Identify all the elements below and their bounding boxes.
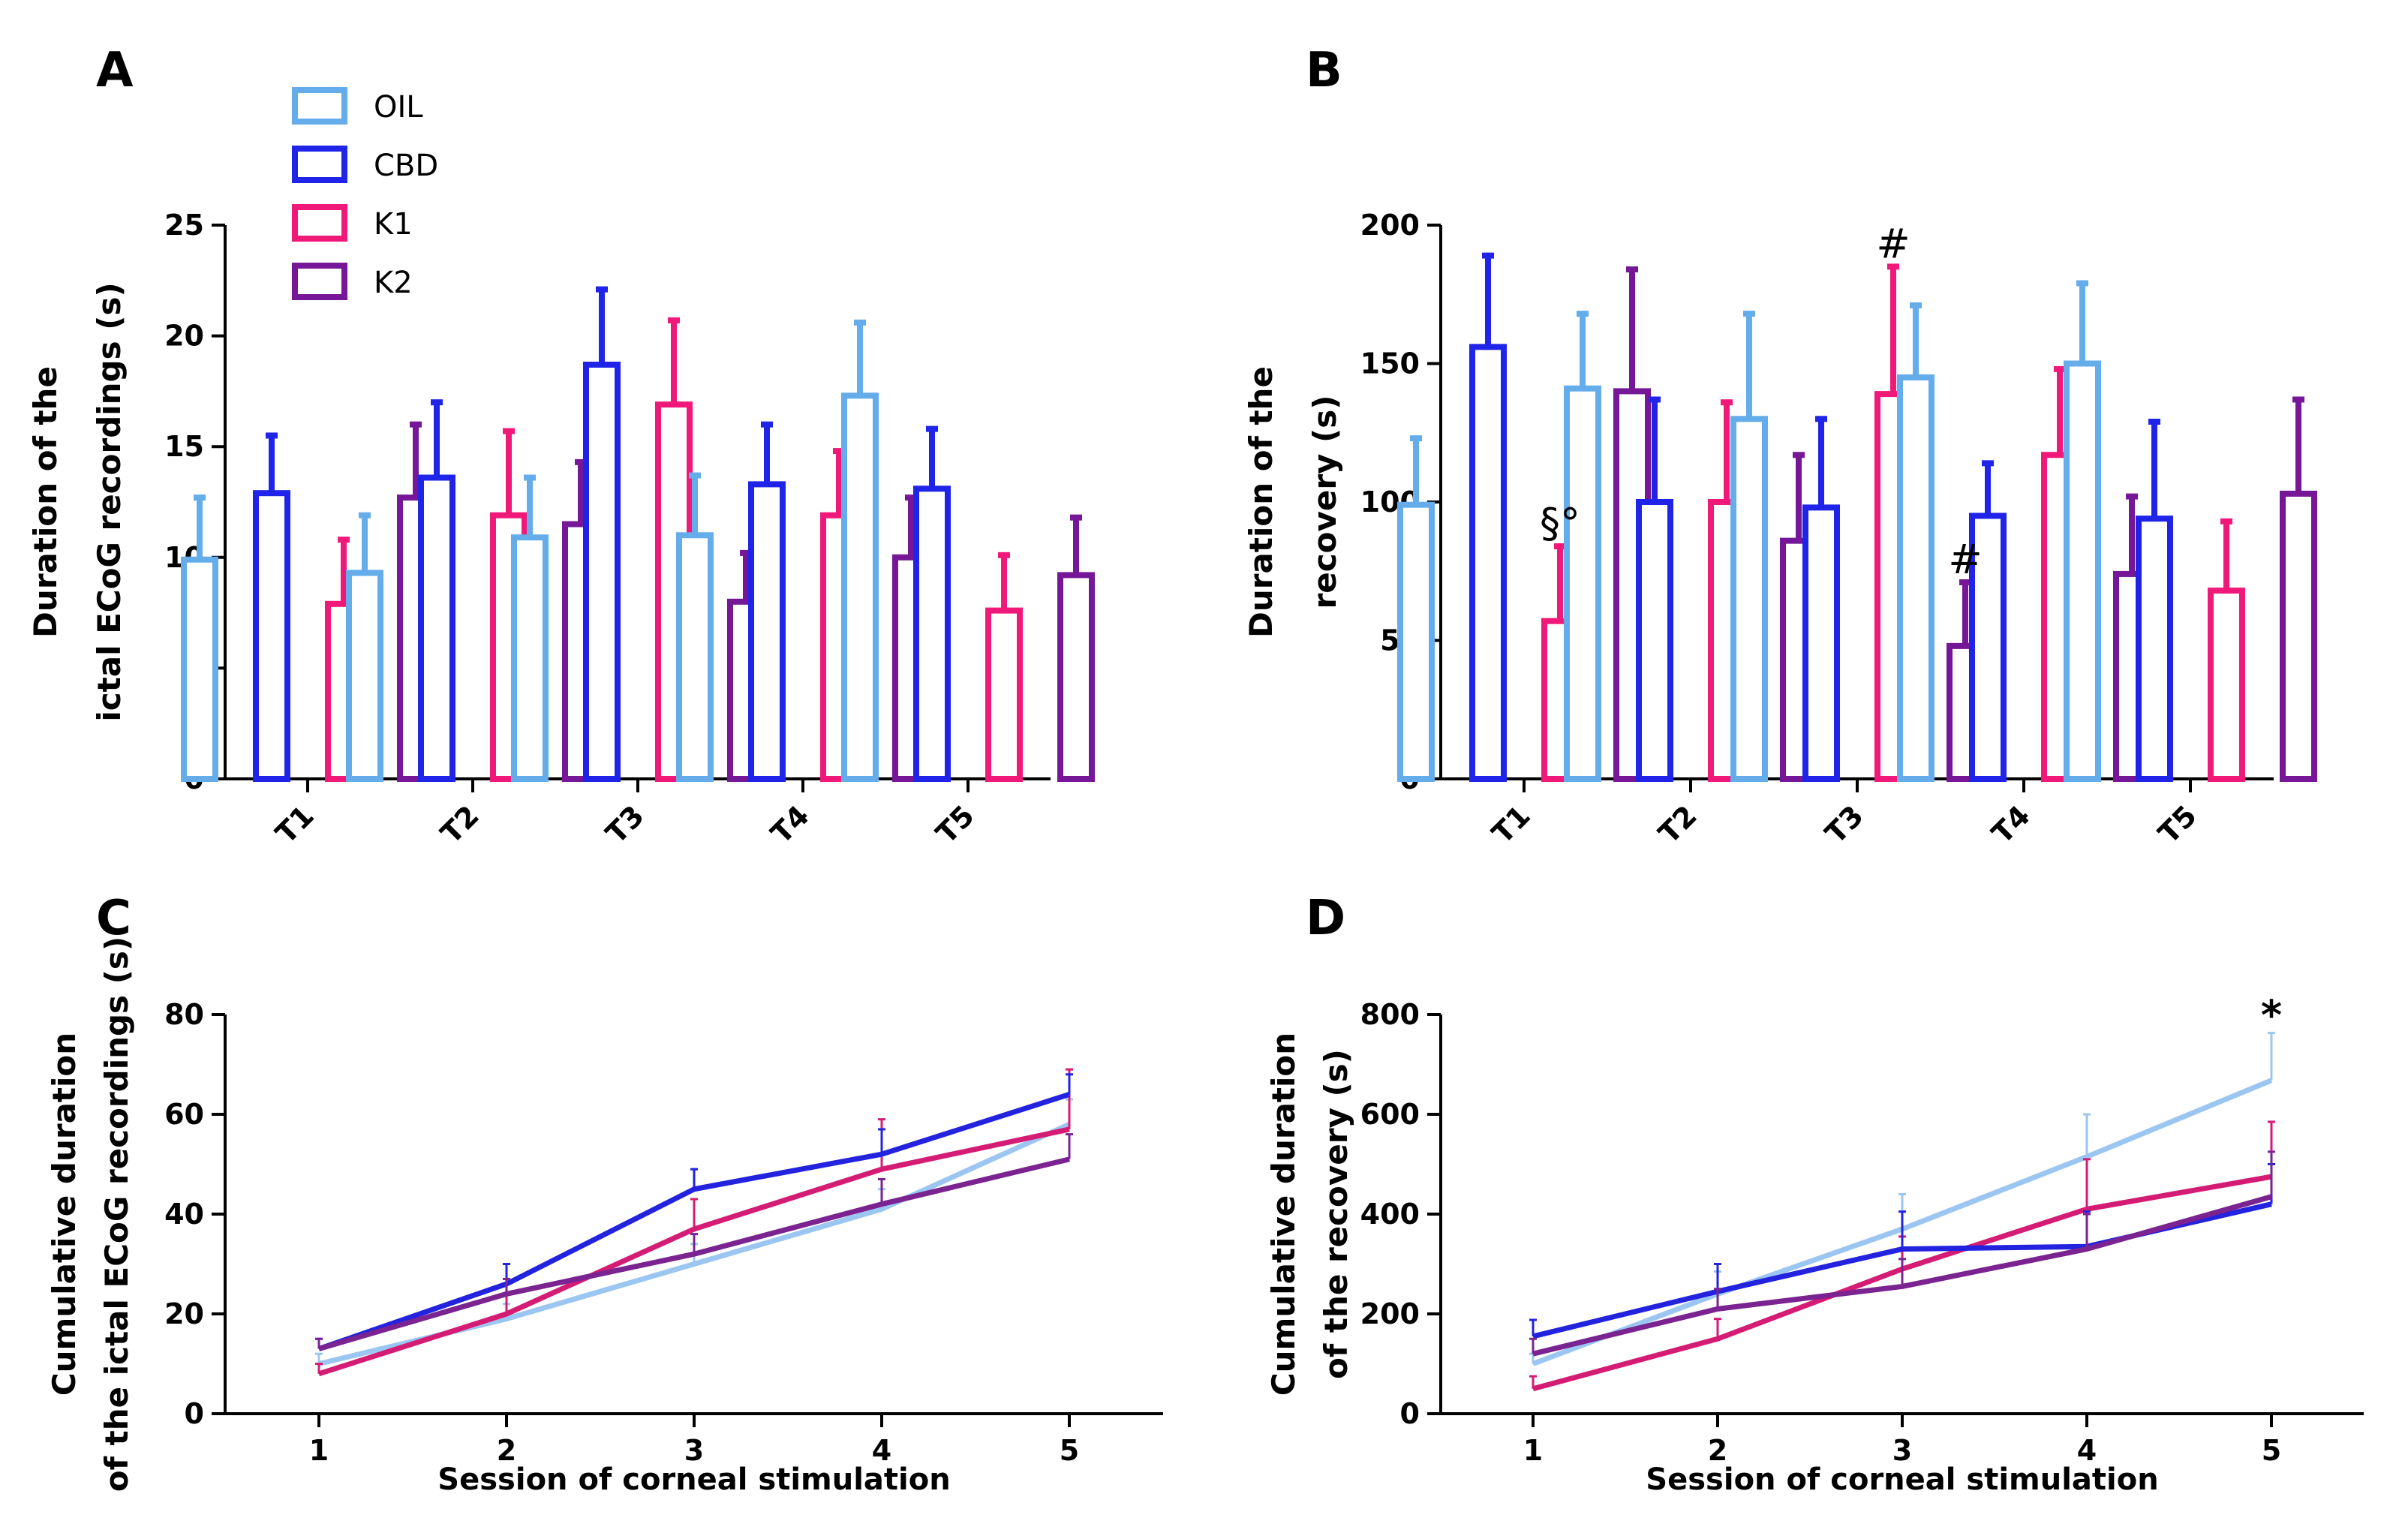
x-tick-label: 1 <box>1523 1434 1543 1467</box>
bar-oil <box>1897 374 1935 782</box>
bar-oil <box>511 534 549 782</box>
x-tick-label: T4 <box>1986 799 2037 850</box>
x-tick-label: 3 <box>684 1434 704 1467</box>
bar-oil <box>2064 360 2101 782</box>
series-line-k2 <box>1532 1194 2272 1357</box>
legend-label: K2 <box>374 266 413 300</box>
bar-oil <box>841 392 879 783</box>
y-axis-label: ictal ECoG recordings (s) <box>91 282 128 721</box>
bar-cbd <box>1469 344 1507 782</box>
y-tick-label: 200 <box>1360 209 1420 242</box>
y-tick-label: 0 <box>1400 1397 1420 1430</box>
y-axis-label: of the ictal ECoG recordings (s) <box>98 936 135 1492</box>
legend-swatch-oil <box>292 87 347 125</box>
bar-oil <box>1730 416 1768 782</box>
y-tick-label: 200 <box>1360 1297 1420 1330</box>
y-axis-label: recovery (s) <box>1306 395 1343 609</box>
y-axis-label: Cumulative duration <box>46 1033 83 1396</box>
bar-cbd <box>1802 504 1840 782</box>
x-tick-label: 4 <box>2077 1434 2097 1467</box>
panel-letter-c: C <box>96 891 131 946</box>
x-tick-label: T5 <box>930 799 981 850</box>
y-tick-label: 400 <box>1360 1198 1420 1231</box>
y-tick-label: 15 <box>164 430 204 463</box>
series-line-cbd <box>317 1092 1071 1351</box>
y-tick-label: 20 <box>164 1297 204 1330</box>
bar-oil <box>181 556 218 782</box>
bar-k1 <box>985 607 1023 783</box>
legend-label: OIL <box>374 90 423 125</box>
x-tick-label: 4 <box>872 1434 891 1467</box>
y-axis-label: Cumulative duration <box>1265 1033 1302 1396</box>
y-tick-label: 80 <box>164 998 204 1031</box>
bar-cbd <box>748 481 786 782</box>
bar-oil <box>1564 385 1601 782</box>
significance-marker: # <box>1948 536 1982 583</box>
significance-marker: §° <box>1540 500 1580 547</box>
y-axis-label: of the recovery (s) <box>1318 1049 1354 1379</box>
y-tick-label: 60 <box>164 1098 204 1131</box>
x-tick-label: T2 <box>1652 799 1703 850</box>
y-tick-label: 25 <box>164 209 204 242</box>
bar-k1 <box>2208 588 2245 783</box>
bar-oil <box>1397 501 1435 782</box>
x-axis-label: Session of corneal stimulation <box>1646 1462 2158 1497</box>
y-tick-label: 0 <box>185 1397 204 1430</box>
bar-cbd <box>583 361 621 782</box>
x-axis-label: Session of corneal stimulation <box>437 1462 950 1497</box>
x-tick-label: T4 <box>765 799 816 850</box>
x-tick-label: T5 <box>2152 799 2203 850</box>
significance-marker: # <box>1876 220 1910 267</box>
x-tick-label: T3 <box>1819 799 1870 850</box>
x-tick-label: 1 <box>309 1434 329 1467</box>
panel-letter-d: D <box>1306 891 1345 946</box>
bar-cbd <box>2136 516 2173 782</box>
x-tick-label: 2 <box>497 1434 516 1467</box>
x-tick-label: 3 <box>1892 1434 1912 1467</box>
x-tick-label: T1 <box>269 799 320 850</box>
series-line-k2 <box>318 1156 1070 1351</box>
y-axis-d: 0 200 400 600 800 <box>1360 998 1442 1430</box>
y-tick-label: 150 <box>1360 347 1420 380</box>
series-line-k1 <box>317 1126 1070 1377</box>
legend-swatch-cbd <box>292 146 347 183</box>
x-tick-label: T3 <box>600 799 651 850</box>
y-tick-label: 600 <box>1360 1098 1420 1131</box>
legend-label: CBD <box>374 149 438 183</box>
panel-letter-a: A <box>96 43 134 98</box>
y-tick-label: 800 <box>1360 998 1420 1031</box>
bar-cbd <box>418 474 455 782</box>
bar-k2 <box>2280 490 2317 782</box>
x-tick-label: 5 <box>2262 1434 2281 1467</box>
y-axis-label: Duration of the <box>1243 366 1279 638</box>
legend-label: K1 <box>374 207 413 242</box>
x-tick-label: T1 <box>1486 799 1537 850</box>
x-tick-label: T2 <box>434 799 486 850</box>
y-axis-label: Duration of the <box>27 366 64 638</box>
x-tick-label: 2 <box>1708 1434 1727 1467</box>
bar-cbd <box>1969 513 2007 782</box>
bar-oil <box>346 570 383 782</box>
significance-marker: * <box>2261 992 2282 1039</box>
bar-cbd <box>913 485 951 783</box>
bar-k2 <box>1057 572 1095 783</box>
legend-swatch-k1 <box>292 204 347 242</box>
legend-swatch-k2 <box>292 263 347 300</box>
legend: OIL CBD K1 K2 <box>292 87 438 300</box>
y-tick-label: 40 <box>164 1198 204 1231</box>
bar-oil <box>676 532 714 783</box>
y-tick-label: 20 <box>164 320 204 353</box>
y-axis-c: 0 20 40 60 80 <box>164 998 227 1430</box>
panel-letter-b: B <box>1306 43 1342 98</box>
x-tick-label: 5 <box>1060 1434 1079 1467</box>
bar-cbd <box>1636 499 1673 782</box>
bar-cbd <box>253 490 290 783</box>
